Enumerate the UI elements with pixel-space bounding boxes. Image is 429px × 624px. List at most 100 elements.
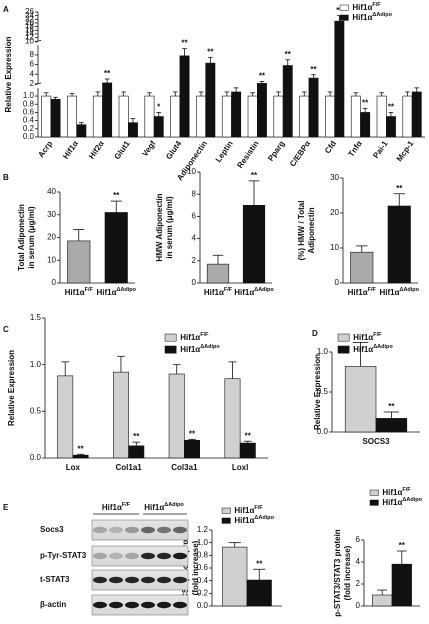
blot-band bbox=[157, 552, 171, 560]
y-tick-label: 0 bbox=[356, 601, 361, 610]
bar bbox=[92, 95, 103, 138]
legend-label-sup: ΔAdipo bbox=[402, 497, 422, 503]
y-tick-label: 0.5 bbox=[317, 387, 329, 396]
y-tick-label: 6 bbox=[30, 60, 35, 69]
legend-label-sup: ΔAdipo bbox=[200, 344, 220, 350]
significance: ** bbox=[388, 402, 395, 411]
y-tick-label: 0.0 bbox=[197, 601, 209, 610]
x-tick-label: Hif1αF/F bbox=[204, 287, 233, 297]
legend-label: Hif1αF/F bbox=[180, 332, 209, 342]
bar bbox=[118, 95, 129, 138]
blot-group: Hif1αF/F bbox=[102, 502, 131, 512]
bar bbox=[375, 418, 408, 433]
y-tick-label: 20 bbox=[47, 233, 56, 242]
y-axis-title: (%) HMW / Total bbox=[297, 201, 306, 261]
y-tick-label: 10 bbox=[187, 167, 196, 176]
blot-band bbox=[173, 576, 187, 584]
blot-band bbox=[109, 601, 123, 609]
y-axis-title: Relative Expression bbox=[4, 36, 13, 112]
significance: ** bbox=[133, 432, 140, 441]
y-tick-label: 2 bbox=[356, 579, 361, 588]
x-tick-label-base: Hif1α bbox=[234, 288, 254, 297]
bar bbox=[273, 95, 284, 138]
y-tick-label: 24 bbox=[25, 11, 34, 20]
bar bbox=[104, 212, 128, 284]
panel-letter: B bbox=[3, 173, 9, 182]
bar bbox=[242, 205, 266, 284]
x-tick-label: C/EBPα bbox=[288, 139, 312, 168]
x-tick-label: SOCS3 bbox=[362, 437, 390, 446]
y-tick-label: 26 bbox=[25, 7, 34, 16]
x-tick-label: Leptin bbox=[214, 139, 235, 164]
blot-row-label: β-actin bbox=[40, 600, 66, 609]
y-tick-label: 1.2 bbox=[197, 525, 209, 534]
y-axis-title: HMW Adiponectin bbox=[155, 193, 164, 261]
y-axis-title: in serum (μg/ml) bbox=[27, 206, 36, 269]
significance: ** bbox=[259, 72, 266, 81]
bar bbox=[350, 251, 374, 284]
bar bbox=[239, 442, 256, 459]
blot-group-sup: ΔAdipo bbox=[164, 502, 184, 508]
y-tick-label: 30 bbox=[47, 210, 56, 219]
legend-label-sup: F/F bbox=[372, 2, 381, 8]
blot-band bbox=[141, 601, 155, 609]
bar bbox=[372, 594, 393, 607]
bar bbox=[350, 95, 361, 138]
y-axis-title: Total Adiponectin bbox=[17, 204, 26, 271]
significance: ** bbox=[396, 184, 403, 193]
y-tick-label: 0.8 bbox=[23, 99, 35, 108]
bar bbox=[179, 55, 190, 138]
blot-band bbox=[141, 576, 155, 584]
x-tick-label: Col3a1 bbox=[171, 463, 198, 472]
blot-band bbox=[93, 552, 107, 560]
panel-letter: C bbox=[3, 325, 9, 334]
x-tick-label-sup: ΔAdipo bbox=[399, 287, 419, 293]
y-tick-label: 1.0 bbox=[30, 360, 42, 369]
y-tick-label: 10 bbox=[330, 243, 339, 252]
x-tick-label: Loxl bbox=[232, 463, 248, 472]
y-tick-label: 0 bbox=[52, 278, 57, 287]
y-tick-label: 2 bbox=[30, 79, 35, 88]
bar bbox=[387, 205, 411, 284]
x-tick-label-sup: F/F bbox=[85, 287, 94, 293]
x-tick-label: Resistin bbox=[235, 139, 260, 170]
significance: ** bbox=[256, 559, 263, 568]
x-tick-label: Pai-1 bbox=[371, 139, 390, 160]
blot-band bbox=[125, 552, 139, 560]
legend-swatch bbox=[339, 14, 349, 21]
panel-letter: E bbox=[3, 503, 9, 512]
bar bbox=[231, 91, 242, 138]
y-tick-label: 1.5 bbox=[30, 313, 42, 322]
bar bbox=[67, 240, 91, 284]
bar bbox=[57, 375, 74, 459]
y-tick-label: 10 bbox=[47, 255, 56, 264]
legend-swatch bbox=[369, 499, 379, 506]
legend-swatch bbox=[337, 333, 350, 342]
y-axis-title: (fold increase) bbox=[191, 540, 200, 595]
legend-label-sup: F/F bbox=[373, 332, 382, 338]
significance: ** bbox=[399, 541, 406, 550]
y-tick-label: 0.8 bbox=[197, 550, 209, 559]
x-tick-label: Hif2α bbox=[87, 139, 106, 161]
blot-band bbox=[157, 601, 171, 609]
legend-label-sup: ΔAdipo bbox=[373, 344, 393, 350]
legend-label: Hif1αΔAdipo bbox=[180, 344, 220, 354]
x-tick-label: Glut1 bbox=[113, 139, 132, 161]
y-tick-label: 20 bbox=[25, 18, 34, 27]
legend-label-base: Hif1α bbox=[382, 498, 402, 507]
bar bbox=[41, 95, 52, 138]
y-axis-title: Relative Expression bbox=[313, 354, 322, 430]
y-tick-label: 2 bbox=[192, 256, 197, 265]
blot-band bbox=[173, 526, 187, 534]
y-tick-label: 30 bbox=[330, 173, 339, 182]
x-tick-label-sup: ΔAdipo bbox=[254, 287, 274, 293]
blot-band bbox=[141, 526, 155, 534]
blot-band bbox=[173, 552, 187, 560]
bar bbox=[325, 95, 335, 138]
legend-label: Hif1αF/F bbox=[352, 2, 381, 12]
bar bbox=[170, 95, 181, 138]
bar bbox=[206, 263, 230, 284]
legend-label-base: Hif1α bbox=[352, 13, 372, 22]
legend-swatch bbox=[221, 517, 231, 524]
y-axis-title: p-STAT3/STAT3 protein bbox=[333, 529, 342, 617]
